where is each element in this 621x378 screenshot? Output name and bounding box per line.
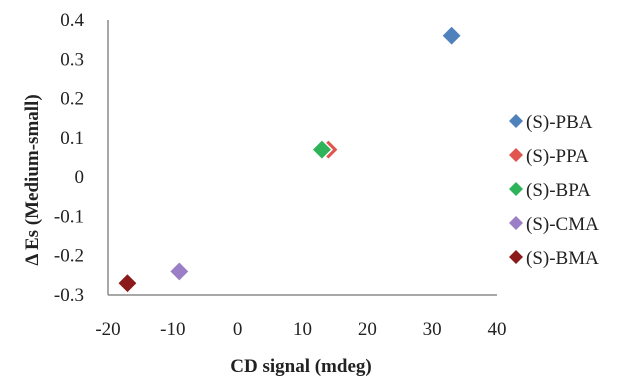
legend-marker [509,114,523,128]
legend-label: (S)-PBA [526,112,593,133]
data-point-s-pba [440,24,463,47]
y-tick-label: -0.1 [54,206,84,227]
legend-marker [509,250,523,264]
y-tick-label: -0.3 [54,285,84,306]
x-tick-label: 30 [423,319,442,340]
x-tick-label: 40 [488,319,507,340]
y-tick-label: 0.2 [60,89,84,110]
data-points [116,24,463,295]
legend-marker [509,148,523,162]
y-axis-title: Δ Es (Medium-small) [22,94,43,265]
x-tick-label: 0 [233,319,243,340]
y-tick-label: -0.2 [54,246,84,267]
x-tick-label: 10 [293,319,312,340]
y-tick-label: 0 [75,167,85,188]
legend-marker [509,216,523,230]
x-tick-label: -10 [160,319,185,340]
x-axis-title: CD signal (mdeg) [230,356,371,377]
legend-marker [509,182,523,196]
legend-label: (S)-CMA [526,214,599,235]
legend-label: (S)-BMA [526,248,599,269]
data-point-s-bma [116,272,139,295]
x-tick-label: 20 [358,319,377,340]
data-point-s-bpa [310,138,334,161]
y-tick-labels: 0.4 0.3 0.2 0.1 0 -0.1 -0.2 -0.3 [54,10,85,306]
legend-label: (S)-BPA [526,180,591,201]
legend: (S)-PBA (S)-PPA (S)-BPA (S)-CMA (S)-BMA [509,112,599,269]
y-tick-label: 0.1 [60,128,84,149]
x-tick-label: -20 [95,319,120,340]
legend-label: (S)-PPA [526,146,589,167]
data-point-s-cma [168,260,191,283]
y-tick-label: 0.4 [60,10,84,31]
y-tick-label: 0.3 [60,49,84,70]
x-tick-labels: -20 -10 0 10 20 30 40 [95,319,506,340]
